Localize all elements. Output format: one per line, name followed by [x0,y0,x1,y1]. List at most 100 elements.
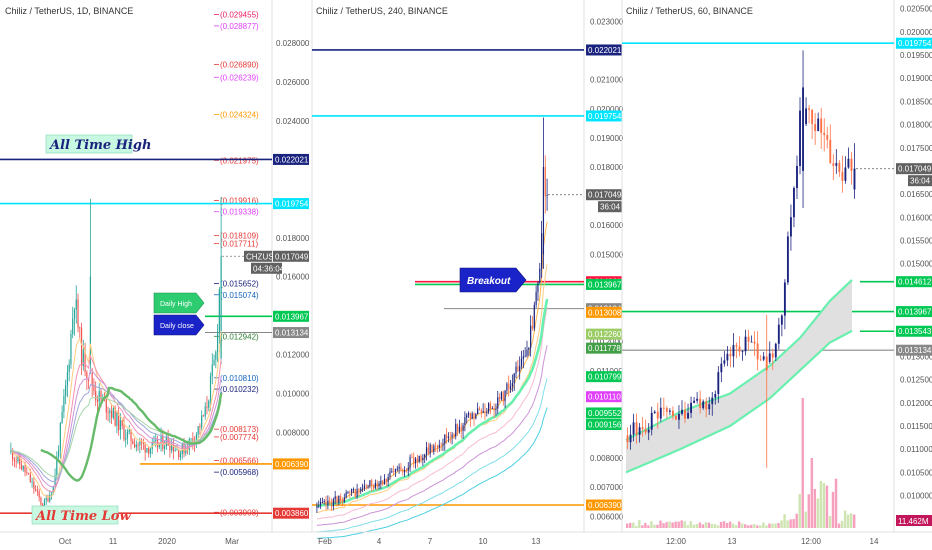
h4-candle [453,434,455,437]
fib-price-label: (0.017711) [220,239,258,248]
volume-bar [747,525,750,528]
h4-candle [409,457,411,468]
h4-candle [394,469,397,472]
h4-candle [491,408,493,409]
h4-candle [349,491,351,493]
h4-candle [473,413,475,419]
h4-candle [393,471,395,473]
volume-bar [801,398,804,528]
h1-candle [765,356,768,371]
daily-candle [195,434,197,444]
daily-candle [10,449,12,453]
daily-candle [93,385,95,392]
x-tick-label: 10 [479,537,488,546]
volume-bar [837,523,841,528]
y-tick-label: 0.016000 [276,273,310,282]
volume-bar [849,513,853,528]
volume-bar [638,520,641,528]
level-price-badge-bg [586,278,622,290]
countdown-badge-bg [598,201,622,213]
h4-candle [438,444,440,448]
daily-candle [148,448,150,454]
fib-price-label: (0.028877) [220,22,259,31]
countdown-badge: 36:04 [910,177,931,186]
volume-bar [819,480,823,528]
h4-candle [340,496,342,501]
h1-candle [659,407,662,419]
panel-1h-title: Chiliz / TetherUS, 60, BINANCE [626,6,753,16]
fib-price-label: (0.029455) [220,11,259,20]
y-tick-label: 0.016500 [900,190,932,199]
panel-1h[interactable]: Chiliz / TetherUS, 60, BINANCE 0.020500 0… [621,0,932,546]
volume-bar [668,521,671,528]
panel-4h[interactable]: Chiliz / TetherUS, 240, BINANCE 0.023000… [311,0,624,546]
x-tick-label: 12:00 [666,537,687,546]
h1-candle [744,336,747,352]
level-price-badge: 0.006390 [588,501,622,510]
h1-candle [732,345,735,357]
daily-candle [80,328,83,367]
y-tick-label: 0.015000 [590,250,624,259]
x-tick-label: 11 [109,537,118,546]
fib-price-label: (0.019338) [220,208,259,217]
h4-candle [318,505,320,506]
y-tick-label: 0.012500 [900,376,932,385]
h4-candle [440,444,442,446]
h4-candle [383,478,386,485]
h4-candle [477,408,479,415]
daily-candle [24,465,26,473]
h1-candle [793,188,795,218]
h1-candle [802,87,804,171]
volume-bar [635,525,638,528]
h4-moving-average-3 [316,345,548,526]
h4-candle [372,485,375,489]
h4-candle [535,291,537,305]
h4-candle [541,233,543,269]
h4-candle [498,397,501,400]
volume-bar [783,514,786,528]
h1-candle [853,168,856,190]
daily-candle [204,406,206,417]
daily-candle [26,472,28,474]
countdown-badge: 04:36:04 [253,264,285,273]
level-price-badge: 0.019754 [588,112,622,121]
level-price-badge: 0.014612 [898,278,932,287]
h1-candle [753,341,756,344]
h1-candle [808,108,811,110]
level-price-badge-bg [896,325,932,337]
h4-moving-average-2 [316,307,548,520]
h1-candle [653,411,656,413]
h4-candle [332,499,334,507]
h4-candle [391,471,393,473]
fib-price-label: (0.024324) [220,111,259,120]
h4-candle [458,426,461,432]
fib-price-label: (0.010810) [220,374,259,383]
h4-candle [367,485,369,487]
h1-candle [720,363,723,373]
volume-bar [804,511,807,528]
h4-candle [416,458,418,462]
fib-price-label: (0.006566) [220,456,259,465]
panel-daily[interactable]: Chiliz / TetherUS, 1D, BINANCE 0.028000 0… [0,0,310,546]
volume-bar [674,521,677,528]
daily-candle [36,489,38,492]
h1-band-lower [625,329,853,474]
y-tick-label: 0.012000 [900,399,932,408]
h4-candle [380,480,382,484]
h4-candle [376,482,378,487]
volume-bar [792,519,795,528]
h4-candle [413,457,415,464]
volume-bar [671,522,674,528]
h4-candle [402,469,404,473]
h1-candle [674,415,677,420]
volume-bar [789,519,792,528]
volume-bar [768,523,771,528]
breakout-callout: Breakout [459,267,527,293]
volume-bar [689,521,692,528]
volume-bar [834,478,838,528]
svg-text:Daily close: Daily close [160,323,194,330]
daily-candle [146,448,148,453]
fib-price-label: (0.015652) [220,279,259,288]
level-price-badge: 0.013134 [898,346,932,355]
h4-candle [467,413,470,416]
